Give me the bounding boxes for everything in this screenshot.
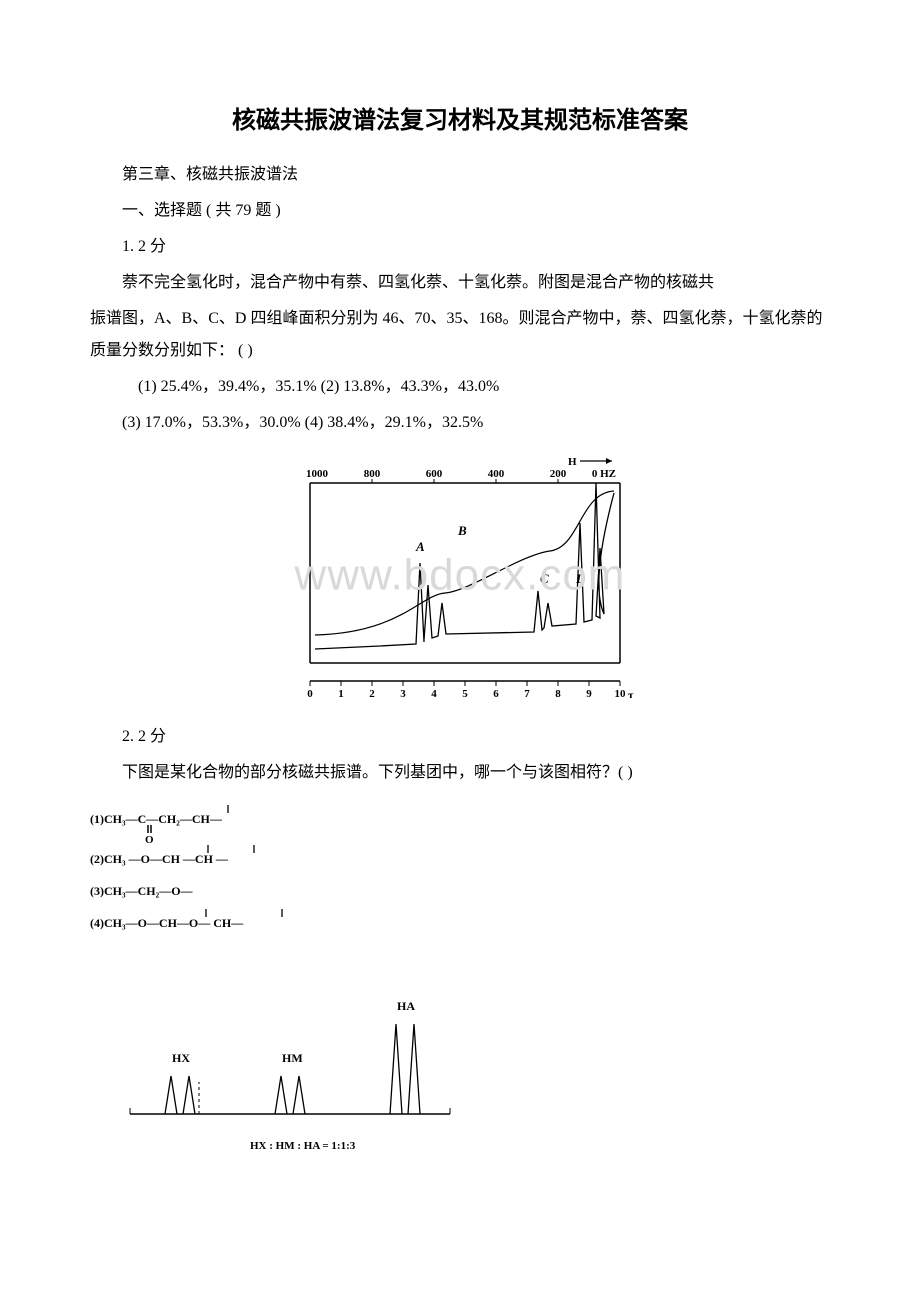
svg-text:D: D bbox=[575, 571, 586, 586]
svg-text:7: 7 bbox=[524, 688, 530, 698]
svg-text:HX : HM : HA = 1:1:3: HX : HM : HA = 1:1:3 bbox=[250, 1140, 356, 1152]
q1-number: 1. 2 分 bbox=[90, 231, 830, 263]
svg-text:800: 800 bbox=[364, 468, 381, 480]
section-heading: 一、选择题 ( 共 79 题 ) bbox=[90, 195, 830, 227]
svg-text:1000: 1000 bbox=[306, 468, 329, 480]
nmr-spectrum-1: 1000 800 600 400 200H 0 HZ 0 1 2 3 4 5 6 7 8 9 10τ A B C D bbox=[280, 453, 640, 698]
svg-text:200: 200 bbox=[550, 468, 567, 480]
page-title: 核磁共振波谱法复习材料及其规范标准答案 bbox=[90, 100, 830, 135]
svg-text:(2)CH₃ —O—CH —CH —: (2)CH₃ —O—CH —CH — bbox=[90, 852, 229, 866]
svg-text:(1)CH₃—C—CH₂—CH—: (1)CH₃—C—CH₂—CH— bbox=[90, 812, 223, 826]
svg-text:8: 8 bbox=[555, 688, 561, 698]
svg-text:0 HZ: 0 HZ bbox=[592, 468, 616, 480]
svg-text:B: B bbox=[457, 523, 467, 538]
svg-text:(4)CH₃—O—CH—O— CH—: (4)CH₃—O—CH—O— CH— bbox=[90, 916, 244, 930]
svg-text:O: O bbox=[145, 834, 154, 846]
nmr-spectrum-2: HX HM HA HX : HM : HA = 1:1:3 bbox=[120, 964, 460, 1159]
structure-formulas: (1)CH₃—C—CH₂—CH— O (2)CH₃ —O—CH —CH — (3)CH… bbox=[90, 803, 390, 953]
svg-text:HA: HA bbox=[397, 999, 415, 1013]
svg-text:1: 1 bbox=[338, 688, 344, 698]
svg-text:H: H bbox=[568, 456, 577, 468]
svg-text:A: A bbox=[415, 539, 425, 554]
chapter-heading: 第三章、核磁共振波谱法 bbox=[90, 159, 830, 191]
q1-stem-line2: 振谱图，A、B、C、D 四组峰面积分别为 46、70、35、168。则混合产物中… bbox=[90, 303, 830, 367]
svg-text:HX: HX bbox=[172, 1051, 190, 1065]
svg-text:0: 0 bbox=[307, 688, 313, 698]
q1-stem-line1: 萘不完全氢化时，混合产物中有萘、四氢化萘、十氢化萘。附图是混合产物的核磁共 bbox=[90, 267, 830, 299]
svg-text:6: 6 bbox=[493, 688, 499, 698]
svg-text:C: C bbox=[540, 571, 549, 586]
q2-structures: (1)CH₃—C—CH₂—CH— O (2)CH₃ —O—CH —CH — (3)CH… bbox=[90, 803, 830, 958]
nmr-figure-2: HX HM HA HX : HM : HA = 1:1:3 bbox=[120, 964, 830, 1164]
svg-text:10: 10 bbox=[615, 688, 627, 698]
svg-text:(3)CH₃—CH₂—O—: (3)CH₃—CH₂—O— bbox=[90, 884, 194, 898]
q1-options-3-4: (3) 17.0%，53.3%，30.0% (4) 38.4%，29.1%，32… bbox=[90, 407, 830, 439]
svg-text:400: 400 bbox=[488, 468, 505, 480]
svg-text:4: 4 bbox=[431, 688, 437, 698]
svg-text:2: 2 bbox=[369, 688, 375, 698]
svg-text:τ: τ bbox=[628, 688, 634, 698]
svg-text:5: 5 bbox=[462, 688, 468, 698]
svg-text:9: 9 bbox=[586, 688, 592, 698]
nmr-figure-1: www.bdocx.com 1000800600400200H0 HZ01234… bbox=[90, 453, 830, 703]
q2-stem: 下图是某化合物的部分核磁共振谱。下列基团中，哪一个与该图相符？( ) bbox=[90, 757, 830, 789]
svg-text:HM: HM bbox=[282, 1051, 303, 1065]
svg-text:3: 3 bbox=[400, 688, 406, 698]
q2-number: 2. 2 分 bbox=[90, 721, 830, 753]
q1-options-1-2: (1) 25.4%，39.4%，35.1% (2) 13.8%，43.3%，43… bbox=[90, 371, 830, 403]
svg-text:600: 600 bbox=[426, 468, 443, 480]
